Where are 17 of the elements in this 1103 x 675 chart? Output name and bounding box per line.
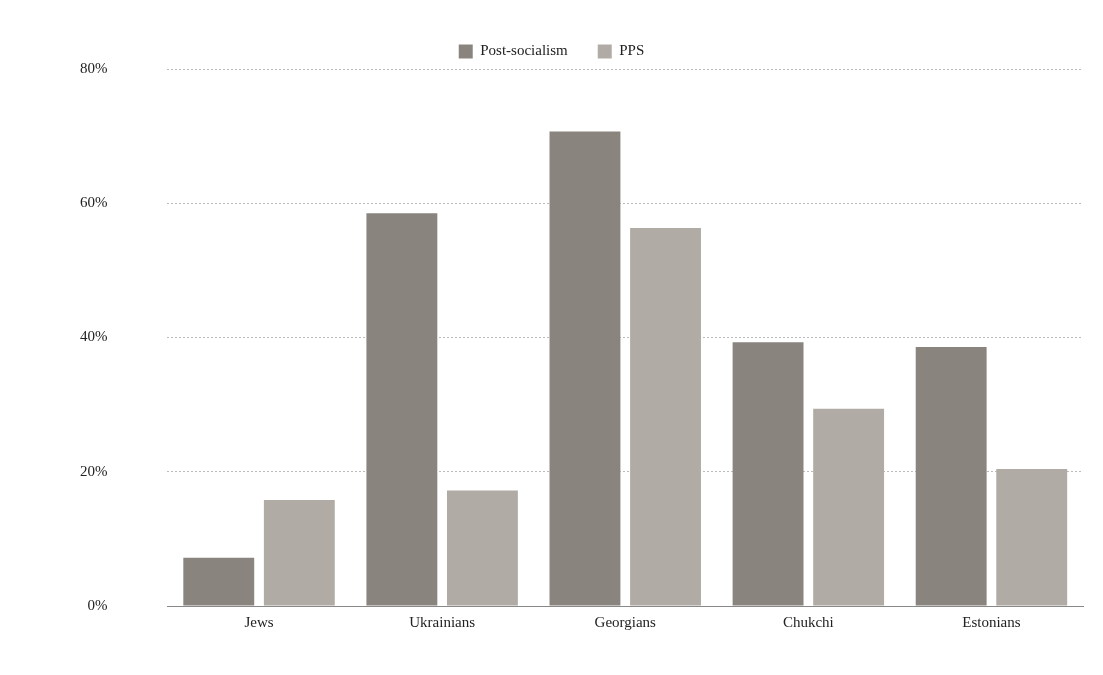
y-tick-label: 0% [87,596,108,613]
legend-label: Post-socialism [480,42,569,59]
y-tick-label: 60% [80,194,108,211]
bar [263,499,335,606]
legend-label: PPS [619,42,645,59]
bar [630,228,701,606]
x-tick-label: Ukrainians [409,613,476,630]
x-tick-label: Georgians [594,613,657,630]
bar [996,469,1068,606]
bar [813,408,885,606]
x-tick-label: Jews [244,613,274,630]
x-tick-label: Estonians [962,613,1021,630]
x-tick-label: Chukchi [782,613,834,630]
y-tick-label: 20% [80,462,108,479]
y-tick-label: 40% [80,328,108,345]
y-tick-label: 80% [80,59,108,76]
bar [446,490,518,606]
